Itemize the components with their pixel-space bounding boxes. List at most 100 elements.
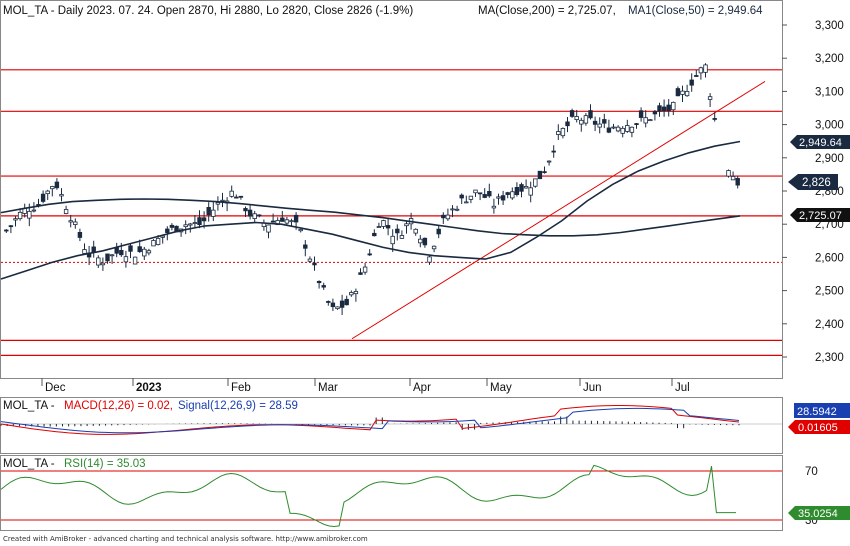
- candle-body: [514, 187, 520, 195]
- y-tick-label: 2,500: [815, 286, 844, 298]
- rsi-legend: RSI(14) = 35.03: [64, 458, 146, 470]
- candle-body: [367, 253, 372, 256]
- svg-text:35.0254: 35.0254: [798, 508, 838, 520]
- x-tick-label: Jul: [675, 382, 690, 394]
- signal-legend: Signal(12,26,9) = 28.59: [178, 400, 298, 412]
- candle-body: [395, 228, 400, 234]
- candle-body: [583, 115, 589, 124]
- candle-body: [698, 67, 704, 74]
- candle-body: [197, 217, 202, 226]
- candle-body: [234, 196, 239, 199]
- candle-body: [615, 126, 621, 132]
- candle-body: [257, 214, 262, 217]
- candle-body: [523, 186, 529, 189]
- candle-body: [27, 210, 32, 219]
- candle-body: [339, 300, 345, 308]
- ma200-legend: MA(Close,200) = 2,725.07,: [478, 5, 616, 17]
- candle-body: [689, 79, 694, 86]
- candle-body: [326, 301, 331, 303]
- svg-text:2,949.64: 2,949.64: [799, 137, 842, 149]
- candle-body: [404, 223, 409, 227]
- ma50-price-tag: 2,949.64: [790, 135, 850, 149]
- candle-body: [537, 170, 543, 180]
- rsi-line: [0, 464, 736, 528]
- candle-body: [422, 237, 428, 246]
- candle-body: [100, 262, 106, 266]
- candle-body: [169, 224, 175, 228]
- candle-body: [220, 199, 225, 202]
- candle-body: [188, 223, 193, 226]
- y-tick-label: 3,300: [815, 20, 844, 32]
- candle-body: [151, 240, 156, 247]
- candle-body: [560, 128, 566, 137]
- candle-body: [303, 244, 308, 249]
- candle-body: [666, 104, 671, 112]
- candle-body: [703, 64, 708, 73]
- candle-body: [606, 127, 612, 133]
- candle-body: [252, 213, 257, 219]
- candle-body: [574, 116, 579, 120]
- candle-body: [284, 219, 290, 224]
- candle-body: [31, 209, 37, 212]
- candle-body: [551, 150, 556, 153]
- y-tick-label: 3,100: [815, 86, 844, 98]
- candle-body: [712, 118, 717, 120]
- close-price-tag: 2,826: [788, 174, 838, 190]
- candle-body: [160, 235, 165, 238]
- candle-body: [142, 248, 147, 257]
- candle-body: [119, 249, 124, 256]
- candle-body: [105, 253, 110, 262]
- candle-body: [270, 220, 276, 223]
- candle-body: [344, 298, 349, 306]
- candle-body: [63, 209, 69, 214]
- x-tick-label: 2023: [136, 382, 162, 394]
- candle-body: [482, 194, 487, 198]
- trendline: [351, 81, 766, 340]
- candle-body: [648, 119, 653, 122]
- candle-body: [565, 121, 570, 127]
- signal-value-tag: 28.5942: [794, 403, 850, 418]
- candle-body: [238, 195, 244, 198]
- candle-body: [183, 224, 188, 228]
- footer-credit: Created with AmiBroker - advanced charti…: [3, 535, 368, 543]
- candle-body: [680, 90, 685, 95]
- svg-text:28.5942: 28.5942: [797, 406, 837, 418]
- candle-body: [114, 247, 119, 254]
- price-panel: [0, 0, 783, 379]
- y-tick-label: 2,700: [815, 219, 844, 231]
- candle-body: [8, 225, 14, 228]
- macd-legend: MACD(12,26) = 0.02,: [64, 400, 173, 412]
- candle-body: [247, 209, 253, 217]
- candle-body: [73, 221, 78, 225]
- candle-body: [155, 237, 161, 245]
- candle-body: [4, 229, 9, 232]
- ma200-line: [0, 198, 741, 237]
- candle-body: [17, 211, 23, 220]
- candle-body: [358, 272, 363, 275]
- candle-body: [643, 117, 648, 124]
- macd-value-tag: 0.01605: [788, 420, 850, 434]
- candle-body: [312, 262, 317, 266]
- chart-title: MOL_TA - Daily 2023. 07. 24. Open 2870, …: [3, 5, 413, 17]
- y-tick-label: 2,300: [815, 352, 844, 364]
- candle-body: [40, 193, 46, 202]
- candle-body: [519, 184, 524, 192]
- candle-body: [431, 245, 437, 250]
- candle-body: [266, 224, 271, 233]
- candle-body: [684, 91, 690, 97]
- y-tick-label: 3,200: [815, 53, 844, 65]
- candle-body: [542, 171, 547, 174]
- candle-body: [436, 228, 441, 235]
- candle-body: [229, 190, 234, 197]
- candle-body: [638, 110, 644, 118]
- candle-body: [215, 202, 221, 205]
- candle-body: [335, 306, 340, 310]
- candle-body: [321, 285, 326, 288]
- date-axis: Dec 2023 Feb Mar Apr May Jun Jul: [41, 378, 690, 394]
- candle-body: [441, 214, 446, 219]
- candle-body: [694, 75, 699, 77]
- candle-body: [726, 170, 731, 177]
- candle-body: [59, 194, 64, 197]
- x-tick-label: Jun: [583, 382, 602, 394]
- candle-body: [413, 228, 418, 234]
